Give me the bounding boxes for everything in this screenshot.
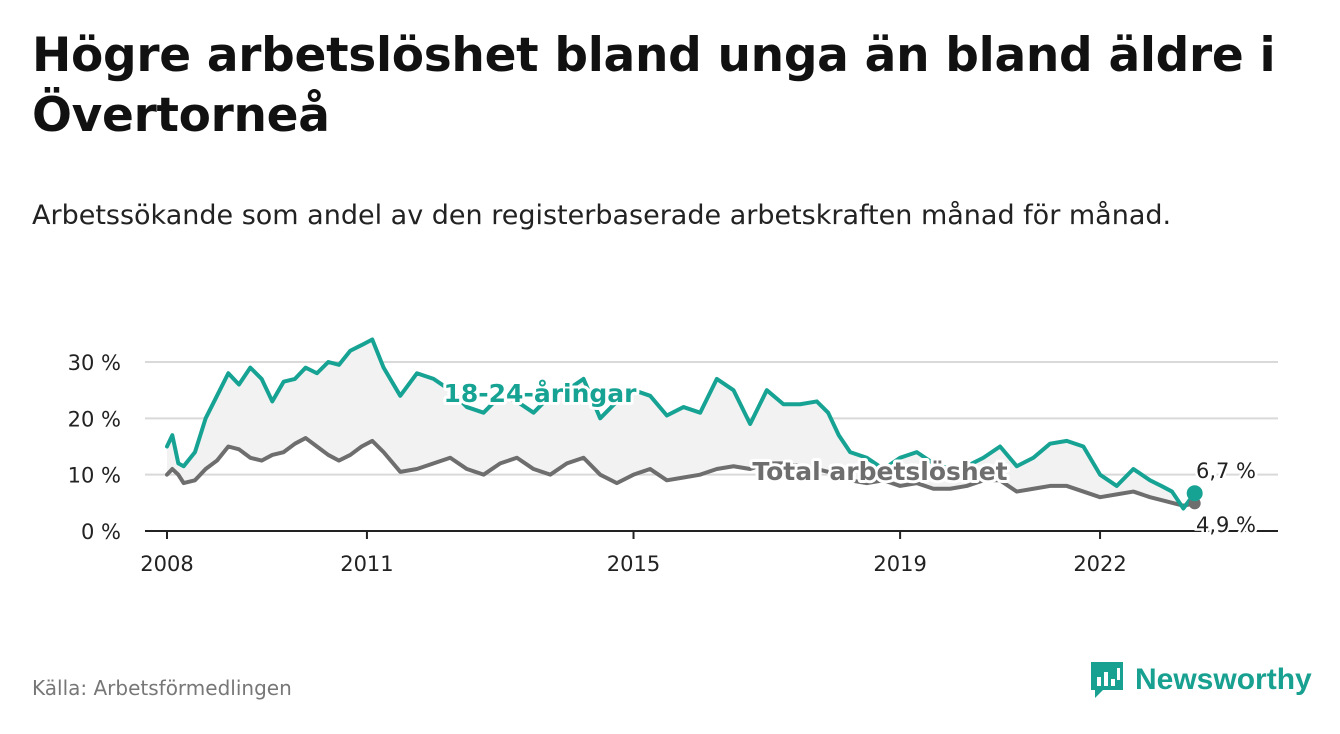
series-gap-band: [166, 339, 1195, 509]
chart-subtitle: Arbetssökande som andel av den registerb…: [32, 200, 1172, 231]
newsworthy-logo-icon: [1091, 662, 1123, 698]
x-tick-label: 2011: [340, 552, 393, 576]
series-youth-line: [164, 337, 1197, 511]
x-tick-label: 2022: [1073, 552, 1126, 576]
end-value-youth: 6,7 %: [1196, 459, 1256, 483]
y-tick-labels: 0 % 10 % 20 % 30 %: [68, 351, 121, 544]
series-label-total: Total arbetslöshet: [752, 457, 1007, 486]
x-axis: 2008 2011 2015 2019 2022: [140, 531, 1127, 576]
y-tick-label: 20 %: [68, 407, 121, 431]
x-tick-label: 2019: [873, 552, 926, 576]
y-tick-label: 10 %: [68, 464, 121, 488]
end-value-total: 4,9 %: [1196, 513, 1256, 537]
brand-logo: Newsworthy: [1089, 660, 1312, 700]
x-tick-label: 2015: [607, 552, 660, 576]
y-tick-label: 30 %: [68, 351, 121, 375]
series-total-line: [164, 436, 1197, 508]
series-label-youth: 18-24-åringar: [444, 379, 638, 408]
source-note: Källa: Arbetsförmedlingen: [32, 676, 292, 700]
brand-name: Newsworthy: [1135, 663, 1312, 696]
x-tick-label: 2008: [140, 552, 193, 576]
end-dot-youth: [1186, 485, 1203, 502]
y-tick-label: 0 %: [81, 520, 121, 544]
chart-title: Högre arbetslöshet bland unga än bland ä…: [32, 28, 1276, 143]
